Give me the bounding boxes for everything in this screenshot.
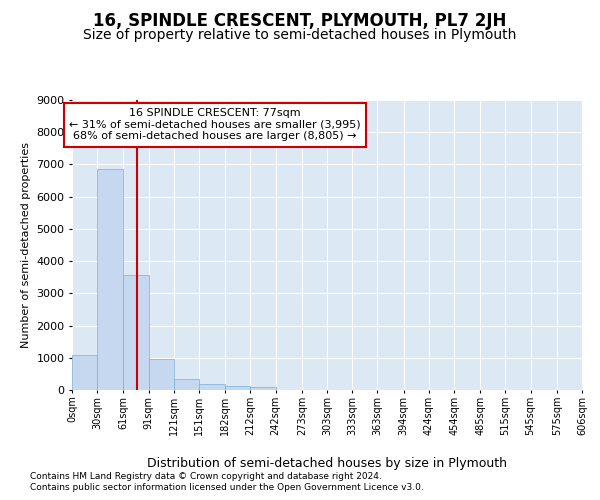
Bar xyxy=(149,359,174,390)
Bar xyxy=(124,274,149,390)
Text: Distribution of semi-detached houses by size in Plymouth: Distribution of semi-detached houses by … xyxy=(147,458,507,470)
Text: Contains public sector information licensed under the Open Government Licence v3: Contains public sector information licen… xyxy=(30,484,424,492)
Bar xyxy=(250,387,275,390)
Text: 16 SPINDLE CRESCENT: 77sqm
← 31% of semi-detached houses are smaller (3,995)
68%: 16 SPINDLE CRESCENT: 77sqm ← 31% of semi… xyxy=(69,108,361,142)
Bar xyxy=(97,170,124,390)
Text: Size of property relative to semi-detached houses in Plymouth: Size of property relative to semi-detach… xyxy=(83,28,517,42)
Bar xyxy=(199,384,225,390)
Bar xyxy=(174,378,199,390)
Text: Contains HM Land Registry data © Crown copyright and database right 2024.: Contains HM Land Registry data © Crown c… xyxy=(30,472,382,481)
Text: 16, SPINDLE CRESCENT, PLYMOUTH, PL7 2JH: 16, SPINDLE CRESCENT, PLYMOUTH, PL7 2JH xyxy=(94,12,506,30)
Bar xyxy=(225,386,250,390)
Y-axis label: Number of semi-detached properties: Number of semi-detached properties xyxy=(20,142,31,348)
Bar xyxy=(72,354,97,390)
